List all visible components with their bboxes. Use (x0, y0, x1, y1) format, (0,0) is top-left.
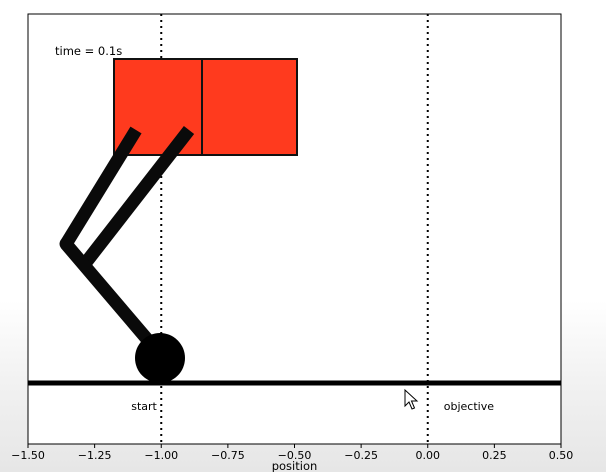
marker-label-start: start (131, 400, 157, 413)
marker-label-objective: objective (444, 400, 494, 413)
body-box-right (201, 58, 298, 156)
x-tick-label: 0.00 (416, 449, 441, 462)
x-axis-label: position (272, 459, 318, 472)
x-tick-label: −0.50 (278, 449, 312, 462)
x-tick-label: −0.25 (344, 449, 378, 462)
x-tick-label: −0.75 (211, 449, 245, 462)
wheel-foot (135, 333, 185, 383)
time-label: time = 0.1s (55, 44, 122, 58)
leg-upper-front (78, 126, 195, 269)
mouse-cursor-icon (404, 388, 419, 410)
x-tick-label: −1.50 (11, 449, 45, 462)
leg-upper-rear (60, 126, 142, 248)
x-tick-label: −1.25 (78, 449, 112, 462)
x-tick-label: 0.50 (549, 449, 574, 462)
x-tick-label: −1.00 (144, 449, 178, 462)
x-tick-label: 0.25 (482, 449, 507, 462)
leg-lower (59, 237, 165, 359)
